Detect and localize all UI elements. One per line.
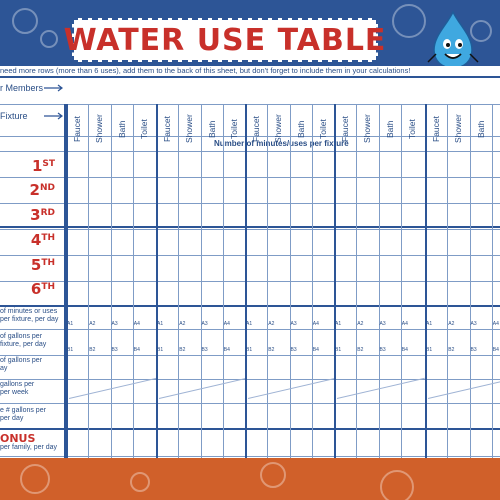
cell-code-a: A3: [379, 321, 386, 327]
fixture-header-shower: Shower: [453, 114, 464, 144]
fixture-header-shower: Shower: [184, 114, 195, 144]
cell-code-b: B3: [290, 347, 297, 353]
cell-code-a: A1: [246, 321, 253, 327]
fixture-label: Fixture: [0, 111, 28, 121]
fixture-header-faucet: Faucet: [431, 116, 441, 142]
fixture-header-bath: Bath: [475, 120, 486, 138]
cell-code-b: B4: [133, 347, 140, 353]
water-drop-mascot-icon: [427, 10, 479, 69]
cell-code-b: B2: [268, 347, 275, 353]
fixture-header-bath: Bath: [116, 120, 127, 138]
bubble-decoration: [380, 470, 414, 500]
fixture-header-bath: Bath: [206, 120, 217, 138]
cell-code-a: A1: [67, 321, 74, 327]
bubble-decoration: [392, 4, 426, 38]
bonus-sub-label: per family, per day: [0, 444, 58, 451]
row-label-1st: 1ST: [31, 157, 55, 175]
cell-code-b: B2: [357, 347, 364, 353]
cell-code-a: A4: [401, 321, 408, 327]
bubble-decoration: [470, 20, 492, 42]
arrow-icons: [44, 84, 63, 120]
cell-code-b: B1: [335, 347, 342, 353]
cell-code-b: B4: [312, 347, 319, 353]
fixture-header-bath: Bath: [295, 120, 306, 138]
cell-code-a: A1: [335, 321, 342, 327]
row-label-5th: 5TH: [30, 256, 55, 274]
title-box: WATER USE TABLE: [64, 18, 385, 62]
page-title: WATER USE TABLE: [63, 22, 387, 58]
fixture-header-faucet: Faucet: [340, 116, 350, 142]
cell-code-b: B3: [470, 347, 477, 353]
fixture-header-shower: Shower: [273, 114, 284, 144]
water-use-table: [0, 76, 500, 458]
summary-label-2: of gallons per fixture, per day: [0, 333, 47, 348]
bubble-decoration: [260, 462, 286, 488]
cell-code-a: A2: [268, 321, 275, 327]
row-label-2nd: 2ND: [29, 181, 55, 199]
instruction-note: need more rows (more than 6 uses), add t…: [0, 66, 500, 76]
cell-code-a: A3: [111, 321, 118, 327]
cell-code-a: A3: [470, 321, 477, 327]
fixture-header-toilet: Toilet: [406, 119, 417, 139]
bubble-decoration: [130, 472, 150, 492]
fixture-header-faucet: Faucet: [162, 116, 172, 142]
bonus-label: ONUS: [0, 432, 36, 445]
summary-label-3: of gallons per ay: [0, 357, 43, 372]
cell-code-b: B4: [401, 347, 408, 353]
cell-code-b: B1: [426, 347, 433, 353]
fixture-header-toilet: Toilet: [317, 119, 328, 139]
minutes-header: Number of minutes/uses per fixture: [214, 139, 349, 148]
summary-label-4: gallons per per week: [0, 381, 35, 396]
cell-code-b: B1: [246, 347, 253, 353]
footer-band: [0, 458, 500, 500]
cell-code-b: B1: [67, 347, 74, 353]
bubble-decoration: [12, 8, 38, 34]
fixture-header-shower: Shower: [362, 114, 373, 144]
fixture-header-faucet: Faucet: [72, 116, 82, 142]
fixture-header-toilet: Toilet: [497, 119, 500, 139]
cell-code-a: A4: [133, 321, 140, 327]
members-label: r Members: [0, 83, 44, 93]
cell-code-b: B1: [157, 347, 164, 353]
bubble-decoration: [40, 30, 58, 48]
fixture-header-faucet: Faucet: [251, 116, 261, 142]
fixture-header-toilet: Toilet: [228, 119, 239, 139]
cell-code-a: A2: [357, 321, 364, 327]
cell-code-a: A1: [426, 321, 433, 327]
fixture-header-bath: Bath: [384, 120, 395, 138]
cell-code-a: A2: [179, 321, 186, 327]
cell-code-a: A1: [157, 321, 164, 327]
cell-code-a: A2: [448, 321, 455, 327]
summary-label-1: of minutes or uses per fixture, per day: [0, 308, 59, 323]
cell-code-b: B3: [379, 347, 386, 353]
cell-code-b: B4: [223, 347, 230, 353]
row-label-6th: 6TH: [30, 280, 55, 298]
cell-code-a: A4: [223, 321, 230, 327]
cell-code-b: B4: [492, 347, 499, 353]
cell-code-b: B2: [179, 347, 186, 353]
fixture-header-toilet: Toilet: [138, 119, 149, 139]
fixture-header-shower: Shower: [94, 114, 105, 144]
cell-code-b: B3: [201, 347, 208, 353]
cell-code-a: A3: [201, 321, 208, 327]
summary-label-5: e # gallons per per day: [0, 407, 46, 422]
row-label-4th: 4TH: [30, 231, 55, 249]
bubble-decoration: [20, 464, 50, 494]
cell-code-b: B2: [448, 347, 455, 353]
row-label-3rd: 3RD: [30, 206, 55, 224]
cell-code-a: A2: [89, 321, 96, 327]
cell-code-a: A4: [492, 321, 499, 327]
cell-code-b: B2: [89, 347, 96, 353]
cell-code-a: A3: [290, 321, 297, 327]
cell-code-b: B3: [111, 347, 118, 353]
cell-code-a: A4: [312, 321, 319, 327]
